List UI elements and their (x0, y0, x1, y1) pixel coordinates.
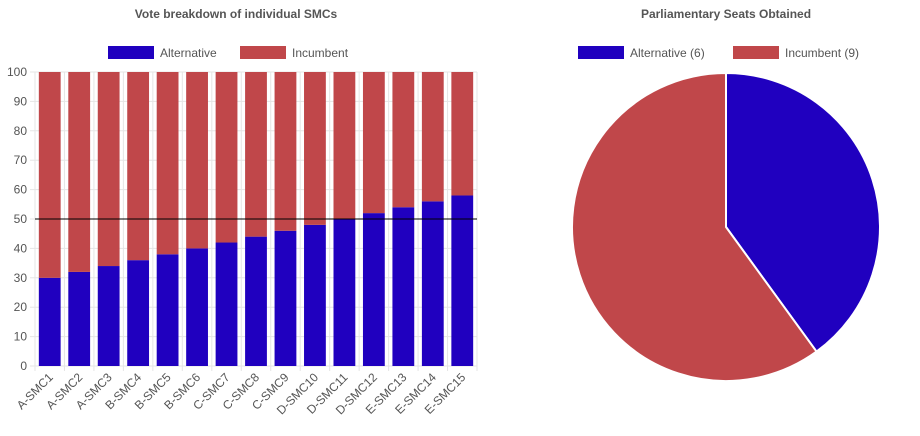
bar-incumbent[interactable] (186, 72, 208, 249)
legend-swatch-incumbent-seats[interactable] (733, 46, 779, 59)
bar-incumbent[interactable] (333, 72, 356, 219)
pie-slice-incumbent[interactable] (571, 71, 818, 382)
legend-label-alternative-seats[interactable]: Alternative (6) (630, 46, 705, 60)
bar-chart-title: Vote breakdown of individual SMCs (135, 7, 338, 21)
x-axis-ticks: A-SMC1A-SMC2A-SMC3B-SMC4B-SMC5B-SMC6C-SM… (14, 370, 469, 417)
legend-swatch-incumbent[interactable] (240, 46, 286, 59)
y-tick-label: 90 (14, 94, 28, 108)
y-tick-label: 60 (14, 183, 28, 197)
bar-alternative[interactable] (38, 277, 61, 366)
bar-alternative[interactable] (392, 207, 415, 366)
legend-label-alternative[interactable]: Alternative (160, 46, 217, 60)
y-tick-label: 10 (14, 330, 28, 344)
y-tick-label: 30 (14, 271, 28, 285)
bar-chart: Vote breakdown of individual SMCs Altern… (7, 7, 478, 417)
y-tick-label: 20 (14, 300, 28, 314)
y-tick-label: 100 (7, 65, 27, 79)
bar-alternative[interactable] (451, 195, 474, 366)
y-tick-label: 50 (14, 212, 28, 226)
bar-alternative[interactable] (127, 260, 150, 366)
bar-alternative[interactable] (186, 248, 208, 366)
bar-series (38, 72, 474, 366)
bar-alternative[interactable] (215, 242, 238, 366)
y-axis-ticks: 0 10 20 30 40 50 60 70 80 90 100 (7, 65, 27, 373)
bar-incumbent[interactable] (127, 72, 150, 261)
bar-alternative[interactable] (68, 271, 91, 366)
y-tick-label: 70 (14, 153, 28, 167)
bar-alternative[interactable] (421, 201, 444, 366)
y-tick-label: 40 (14, 241, 28, 255)
pie-legend: Alternative (6) Incumbent (9) (578, 46, 859, 60)
bar-alternative[interactable] (97, 266, 120, 366)
bar-incumbent[interactable] (421, 72, 444, 202)
bar-alternative[interactable] (156, 254, 179, 366)
bar-legend: Alternative Incumbent (108, 46, 349, 60)
bar-alternative[interactable] (274, 230, 297, 366)
bar-incumbent[interactable] (156, 72, 179, 255)
pie-slices (571, 71, 881, 382)
legend-label-incumbent-seats[interactable]: Incumbent (9) (785, 46, 859, 60)
legend-swatch-alternative[interactable] (108, 46, 154, 59)
bar-incumbent[interactable] (245, 72, 267, 237)
bar-incumbent[interactable] (97, 72, 120, 267)
legend-swatch-alternative-seats[interactable] (578, 46, 624, 59)
pie-chart-title: Parliamentary Seats Obtained (641, 7, 811, 21)
bar-alternative[interactable] (333, 219, 356, 366)
bar-alternative[interactable] (362, 213, 385, 366)
bar-incumbent[interactable] (392, 72, 415, 208)
pie-chart: Parliamentary Seats Obtained Alternative… (571, 7, 881, 382)
bar-incumbent[interactable] (215, 72, 238, 243)
bar-incumbent[interactable] (68, 72, 91, 272)
pie-slice-alternative[interactable] (725, 71, 881, 353)
bar-incumbent[interactable] (362, 72, 385, 214)
bar-alternative[interactable] (304, 224, 326, 366)
bar-alternative[interactable] (245, 236, 267, 366)
legend-label-incumbent[interactable]: Incumbent (292, 46, 349, 60)
y-tick-label: 80 (14, 124, 28, 138)
bar-incumbent[interactable] (304, 72, 326, 225)
bar-incumbent[interactable] (274, 72, 297, 231)
y-tick-label: 0 (20, 359, 27, 373)
bar-incumbent[interactable] (451, 72, 474, 196)
bar-incumbent[interactable] (38, 72, 61, 278)
